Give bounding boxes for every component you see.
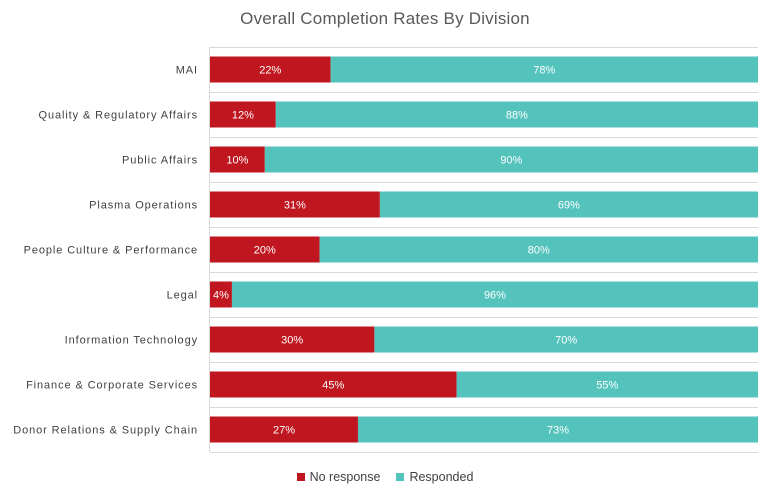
data-label: 27% [273, 425, 295, 437]
category-label: Legal [167, 290, 198, 302]
bar-segment-responded [231, 281, 759, 308]
legend-item-responded: Responded [396, 470, 473, 484]
data-label: 90% [500, 155, 522, 167]
data-label: 30% [281, 335, 303, 347]
data-label: 70% [555, 335, 577, 347]
data-label: 20% [254, 245, 276, 257]
data-label: 88% [506, 110, 528, 122]
chart-title: Overall Completion Rates By Division [240, 9, 530, 28]
category-label: Quality & Regulatory Affairs [38, 110, 198, 122]
data-label: 45% [322, 380, 344, 392]
data-label: 80% [528, 245, 550, 257]
bar-segment-responded [264, 146, 758, 173]
category-label: Public Affairs [122, 155, 198, 167]
data-label: 4% [213, 290, 229, 302]
bar-segment-no-response [210, 56, 331, 83]
category-label: Plasma Operations [89, 200, 198, 212]
data-label: 69% [558, 200, 580, 212]
bar-segment-no-response [210, 281, 232, 308]
bar-segment-responded [319, 236, 758, 263]
category-label: Donor Relations & Supply Chain [13, 425, 198, 437]
data-label: 12% [232, 110, 254, 122]
legend-label-no-response: No response [309, 470, 381, 484]
data-label: 96% [484, 290, 506, 302]
bar-segment-no-response [210, 416, 358, 443]
category-label: MAI [176, 65, 198, 77]
data-label: 73% [547, 425, 569, 437]
chart-legend: No response Responded [0, 470, 770, 484]
bar-segment-responded [275, 101, 758, 128]
bar-segment-no-response [210, 101, 276, 128]
bar-segment-responded [374, 326, 758, 353]
category-label: Information Technology [65, 335, 198, 347]
data-label: 55% [596, 380, 618, 392]
category-label: Finance & Corporate Services [26, 380, 198, 392]
legend-item-no-response: No response [296, 470, 381, 484]
bar-segment-responded [357, 416, 758, 443]
legend-swatch-no-response [296, 473, 305, 481]
bar-segment-no-response [210, 236, 320, 263]
data-label: 22% [259, 65, 281, 77]
legend-label-responded: Responded [409, 470, 474, 484]
bar-segment-no-response [210, 326, 375, 353]
bar-segment-no-response [210, 146, 265, 173]
bar-segment-no-response [210, 371, 457, 398]
bar-segment-no-response [210, 191, 380, 218]
bar-segment-responded [379, 191, 758, 218]
data-label: 78% [533, 65, 555, 77]
category-label: People Culture & Performance [24, 245, 198, 257]
bar-segment-responded [456, 371, 758, 398]
legend-swatch-responded [396, 473, 405, 481]
data-label: 10% [226, 155, 248, 167]
bar-segment-responded [330, 56, 758, 83]
data-label: 31% [284, 200, 306, 212]
